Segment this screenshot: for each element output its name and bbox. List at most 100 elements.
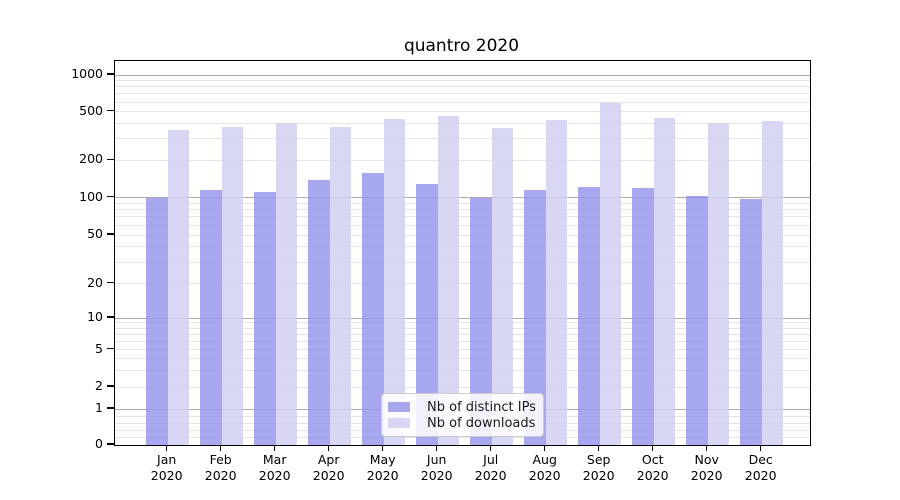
gridline-3	[115, 369, 810, 371]
x-tick-label-oct: Oct 2020	[623, 452, 683, 483]
y-tick-label-200: 200	[79, 151, 103, 167]
x-tick-mark-jan	[165, 445, 168, 451]
bar-downloads-mar	[275, 123, 298, 445]
x-tick-label-line: May	[369, 452, 396, 467]
x-tick-label-line: Aug	[532, 452, 557, 467]
gridline-6	[115, 340, 810, 342]
x-tick-label-line: Jun	[426, 452, 447, 467]
gridline-8	[115, 327, 810, 329]
gridline-500	[115, 111, 810, 113]
y-tick-label-1: 1	[95, 400, 103, 415]
x-tick-label-line: 2020	[582, 467, 615, 483]
gridline-4	[115, 358, 810, 360]
bar-downloads-feb	[221, 126, 244, 445]
x-tick-label-line: 2020	[150, 467, 183, 483]
x-tick-mark-feb	[219, 445, 222, 451]
gridline-600	[115, 101, 810, 103]
x-tick-label-line: Jul	[483, 452, 499, 467]
y-tick-mark-50	[107, 233, 114, 235]
x-tick-label-line: 2020	[528, 467, 561, 483]
gridline-5	[115, 349, 810, 350]
bar-distinct-ips-dec	[739, 199, 762, 445]
gridline-50	[115, 234, 810, 236]
x-tick-label-aug: Aug 2020	[515, 452, 575, 483]
gridline-9	[115, 322, 810, 324]
x-tick-label-line: Sep	[586, 452, 611, 467]
y-tick-mark-1000	[107, 73, 114, 75]
legend-item-distinct-ips: Nb of distinct IPs	[388, 400, 543, 415]
gridline-80	[115, 209, 810, 211]
y-tick-label-10: 10	[87, 309, 103, 324]
bar-distinct-ips-may	[361, 173, 384, 445]
x-tick-label-line: Oct	[641, 452, 664, 467]
y-tick-mark-100	[107, 195, 114, 198]
x-tick-mark-oct	[651, 445, 654, 451]
x-tick-label-line: 2020	[258, 467, 291, 483]
x-tick-label-line: Jan	[157, 452, 177, 467]
y-tick-mark-5	[107, 347, 114, 350]
bar-downloads-may	[383, 119, 406, 445]
bar-distinct-ips-mar	[253, 191, 276, 445]
gridline-700	[115, 93, 810, 95]
x-tick-mark-sep	[597, 445, 600, 451]
y-tick-label-20: 20	[87, 274, 103, 290]
x-tick-mark-aug	[543, 445, 546, 451]
y-tick-label-100: 100	[79, 188, 103, 204]
x-tick-label-may: May 2020	[353, 452, 413, 483]
gridline-70	[115, 216, 810, 218]
gridline-90	[115, 202, 810, 204]
x-tick-label-sep: Sep 2020	[569, 452, 629, 483]
bar-downloads-jun	[437, 115, 460, 445]
bar-distinct-ips-sep	[577, 186, 600, 445]
x-tick-label-line: 2020	[366, 467, 399, 483]
gridline-900	[115, 80, 810, 82]
x-tick-label-line: Mar	[262, 452, 287, 467]
x-tick-label-line: 2020	[690, 467, 723, 483]
y-tick-label-50: 50	[87, 226, 103, 241]
y-tick-mark-2	[107, 385, 114, 387]
bar-downloads-sep	[599, 102, 622, 445]
y-tick-mark-500	[107, 109, 114, 112]
gridline-100	[115, 197, 810, 199]
chart-title: quantro 2020	[403, 36, 520, 56]
bar-distinct-ips-apr	[307, 179, 330, 445]
y-tick-mark-10	[107, 316, 114, 318]
bar-downloads-jul	[491, 128, 514, 445]
gridline-10	[115, 317, 810, 319]
x-tick-mark-nov	[705, 445, 708, 451]
x-tick-label-line: 2020	[420, 467, 453, 483]
y-tick-label-1000: 1000	[71, 66, 103, 81]
y-tick-label-0: 0	[95, 436, 103, 451]
y-tick-mark-200	[107, 158, 114, 161]
bar-distinct-ips-nov	[685, 195, 708, 445]
bar-distinct-ips-feb	[199, 190, 222, 445]
y-tick-mark-1	[107, 407, 114, 409]
x-tick-label-line: Nov	[694, 452, 719, 467]
bar-distinct-ips-oct	[631, 188, 654, 445]
y-tick-label-500: 500	[79, 102, 103, 118]
gridline-40	[115, 246, 810, 248]
x-tick-label-line: 2020	[744, 467, 777, 483]
gridline-2	[115, 386, 810, 388]
gridline-30	[115, 261, 810, 263]
bar-distinct-ips-jan	[145, 197, 168, 445]
bar-downloads-apr	[329, 127, 352, 445]
x-tick-mark-mar	[273, 445, 276, 451]
x-tick-mark-jul	[489, 445, 492, 451]
x-tick-mark-dec	[759, 445, 762, 451]
x-tick-label-line: 2020	[312, 467, 345, 483]
gridline-800	[115, 86, 810, 88]
bar-downloads-dec	[761, 120, 784, 445]
x-tick-label-jun: Jun 2020	[407, 452, 467, 483]
gridline-300	[115, 138, 810, 140]
x-tick-mark-may	[381, 445, 384, 451]
x-tick-label-jan: Jan 2020	[137, 452, 197, 483]
gridline-7	[115, 333, 810, 335]
legend-item-downloads: Nb of downloads	[388, 416, 543, 431]
bar-distinct-ips-jun	[415, 183, 438, 445]
x-tick-label-mar: Mar 2020	[245, 452, 305, 483]
gridline-400	[115, 123, 810, 125]
x-tick-label-dec: Dec 2020	[731, 452, 791, 483]
x-tick-label-line: 2020	[204, 467, 237, 483]
